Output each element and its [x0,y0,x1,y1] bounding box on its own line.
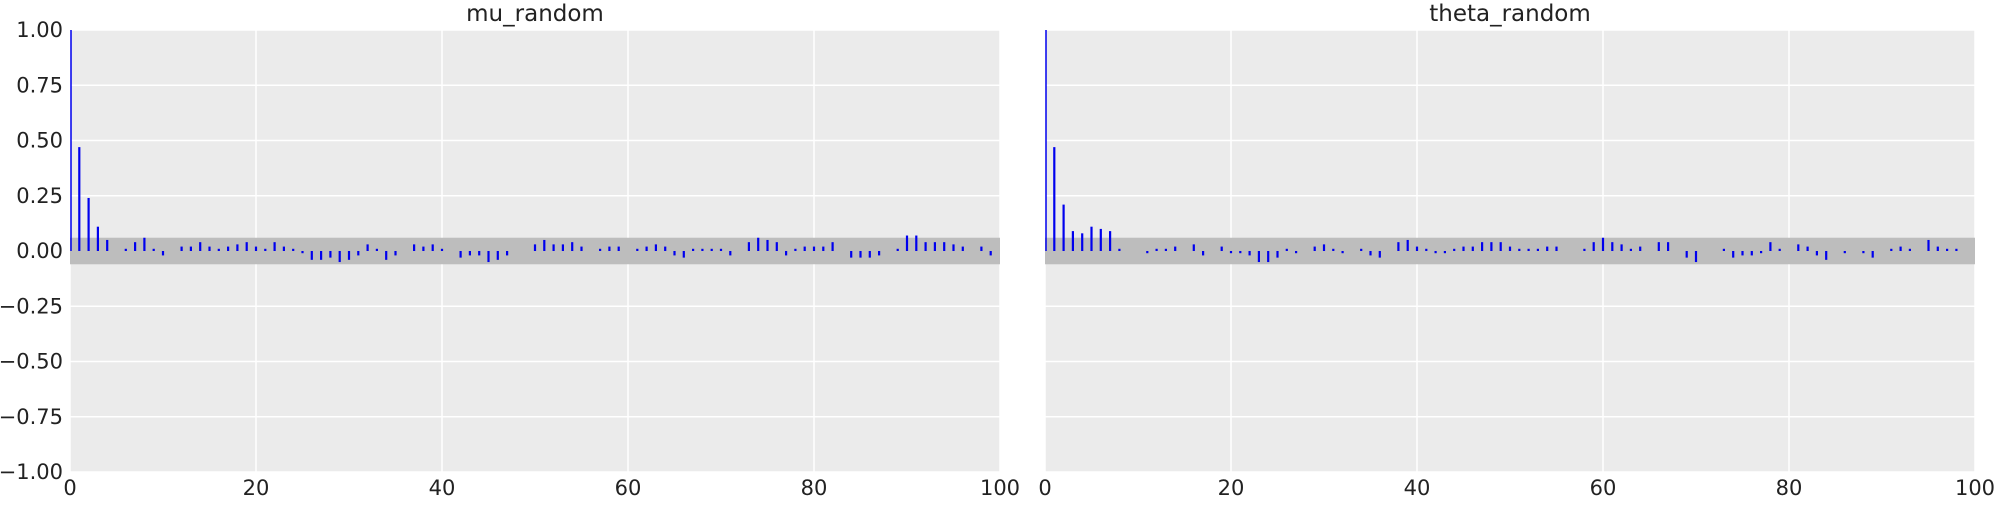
x-tick-label: 40 [429,476,456,500]
y-tick-label: −0.25 [0,294,63,318]
x-tick-label: 80 [801,476,828,500]
acf-bars [70,30,992,263]
x-tick-label: 20 [243,476,270,500]
y-tick-label: 0.50 [16,129,63,153]
x-tick-labels: 0 20 40 60 80 100 [1038,476,1995,500]
panel-title: theta_random [1429,1,1591,27]
x-tick-label: 0 [63,476,76,500]
y-tick-label: 0.75 [16,73,63,97]
panel-title: mu_random [466,1,604,27]
x-tick-label: 0 [1038,476,1051,500]
y-tick-label: −1.00 [0,460,63,484]
x-tick-label: 80 [1776,476,1803,500]
y-tick-label: 1.00 [16,18,63,42]
x-tick-label: 40 [1404,476,1431,500]
y-tick-label: −0.75 [0,405,63,429]
x-tick-label: 60 [615,476,642,500]
y-tick-label: 0.00 [16,239,63,263]
x-tick-label: 60 [1590,476,1617,500]
x-tick-label: 100 [980,476,1020,500]
x-tick-labels: 0 20 40 60 80 100 [63,476,1020,500]
acf-bars [1045,30,1958,263]
panel-theta-random: 0 20 40 60 80 100 theta_random [1038,1,1995,500]
y-tick-labels: −1.00 −0.75 −0.50 −0.25 0.00 0.25 0.50 0.75 1.00 [0,18,63,484]
x-tick-label: 100 [1955,476,1995,500]
x-tick-label: 20 [1218,476,1245,500]
panel-mu-random: 0 20 40 60 80 100 −1.00 −0.75 −0.50 −0.25 0.00 0.2… [0,1,1020,500]
y-tick-label: −0.50 [0,350,63,374]
y-tick-label: 0.25 [16,184,63,208]
